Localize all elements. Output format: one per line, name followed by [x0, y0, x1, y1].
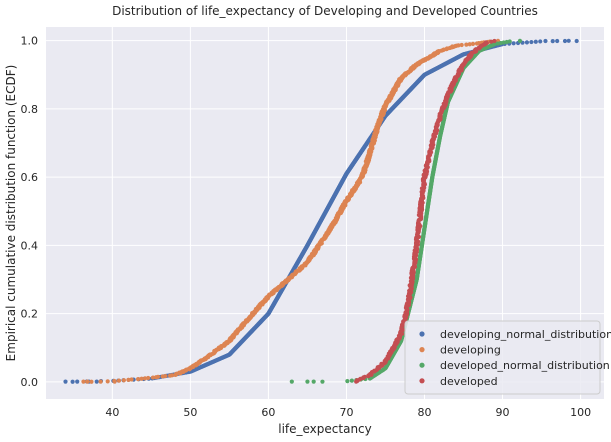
- chart-title: Distribution of life_expectancy of Devel…: [112, 4, 538, 18]
- data-point: [70, 379, 75, 384]
- data-point: [511, 41, 516, 46]
- y-tick-label: 0.2: [21, 308, 39, 321]
- data-point: [456, 43, 461, 48]
- data-point: [492, 38, 497, 44]
- data-point: [483, 40, 489, 45]
- data-point: [550, 39, 555, 44]
- data-point: [459, 42, 464, 48]
- legend-marker: [419, 331, 425, 337]
- data-point: [98, 379, 103, 384]
- data-point: [467, 42, 472, 47]
- y-tick-label: 0.0: [21, 376, 39, 389]
- data-point: [121, 378, 126, 383]
- data-point: [349, 378, 354, 383]
- series-developing: [81, 38, 501, 384]
- x-tick-label: 80: [418, 406, 432, 419]
- legend-marker: [419, 378, 425, 384]
- y-axis-label: Empirical cumulative distribution functi…: [4, 65, 18, 362]
- data-point: [489, 39, 494, 44]
- x-axis-label: life_expectancy: [278, 422, 372, 436]
- data-point: [320, 379, 325, 384]
- x-ticks: 40 50 60 70 80 90 100: [105, 406, 591, 419]
- data-point: [155, 374, 161, 379]
- data-point: [533, 39, 538, 44]
- data-point: [566, 38, 571, 43]
- data-point: [289, 379, 294, 384]
- legend-box: [404, 320, 601, 395]
- legend: developing_normal_distribution developing…: [404, 320, 611, 395]
- data-point: [105, 379, 110, 384]
- data-point: [112, 379, 117, 384]
- data-point: [116, 378, 122, 383]
- series-developing_normal_distribution: [63, 38, 579, 384]
- x-tick-label: 50: [183, 406, 197, 419]
- data-point: [311, 379, 316, 384]
- legend-entry: developed_normal_distribution: [440, 359, 610, 372]
- x-tick-label: 100: [570, 406, 591, 419]
- data-point: [89, 379, 94, 384]
- x-tick-label: 70: [339, 406, 353, 419]
- data-point: [94, 379, 99, 384]
- data-point: [139, 376, 144, 381]
- data-point: [507, 39, 512, 44]
- data-point: [63, 379, 68, 384]
- data-point: [538, 39, 543, 44]
- x-tick-label: 60: [261, 406, 275, 419]
- data-point: [142, 376, 148, 381]
- data-point: [85, 379, 90, 384]
- data-point: [529, 39, 534, 45]
- data-point: [555, 38, 560, 44]
- data-point: [470, 41, 476, 46]
- data-point: [150, 375, 156, 380]
- y-tick-label: 0.6: [21, 171, 39, 184]
- data-point: [163, 373, 168, 379]
- data-point: [146, 375, 151, 381]
- data-point: [562, 38, 568, 44]
- data-point: [126, 377, 131, 382]
- data-point: [543, 38, 548, 44]
- y-tick-label: 1.0: [21, 35, 39, 48]
- data-point: [81, 379, 86, 384]
- data-point: [517, 38, 523, 44]
- data-points: [63, 38, 579, 384]
- x-tick-label: 40: [105, 406, 119, 419]
- data-point: [524, 40, 530, 45]
- data-point: [574, 38, 579, 44]
- grid: [46, 27, 604, 399]
- data-point: [129, 377, 134, 382]
- y-tick-label: 0.8: [21, 103, 39, 116]
- data-point: [170, 373, 175, 378]
- data-point: [345, 379, 350, 384]
- legend-entry: developing: [440, 344, 501, 357]
- data-point: [75, 379, 80, 384]
- legend-marker: [419, 362, 425, 368]
- legend-entry: developing_normal_distribution: [440, 328, 611, 341]
- data-point: [464, 42, 469, 47]
- data-point: [362, 374, 367, 379]
- y-tick-label: 0.4: [21, 239, 39, 252]
- legend-entry: developed: [440, 375, 498, 388]
- data-point: [135, 376, 141, 382]
- data-point: [305, 379, 310, 384]
- x-tick-label: 90: [496, 406, 510, 419]
- y-ticks: 0.0 0.2 0.4 0.6 0.8 1.0: [21, 35, 39, 389]
- legend-marker: [419, 347, 425, 353]
